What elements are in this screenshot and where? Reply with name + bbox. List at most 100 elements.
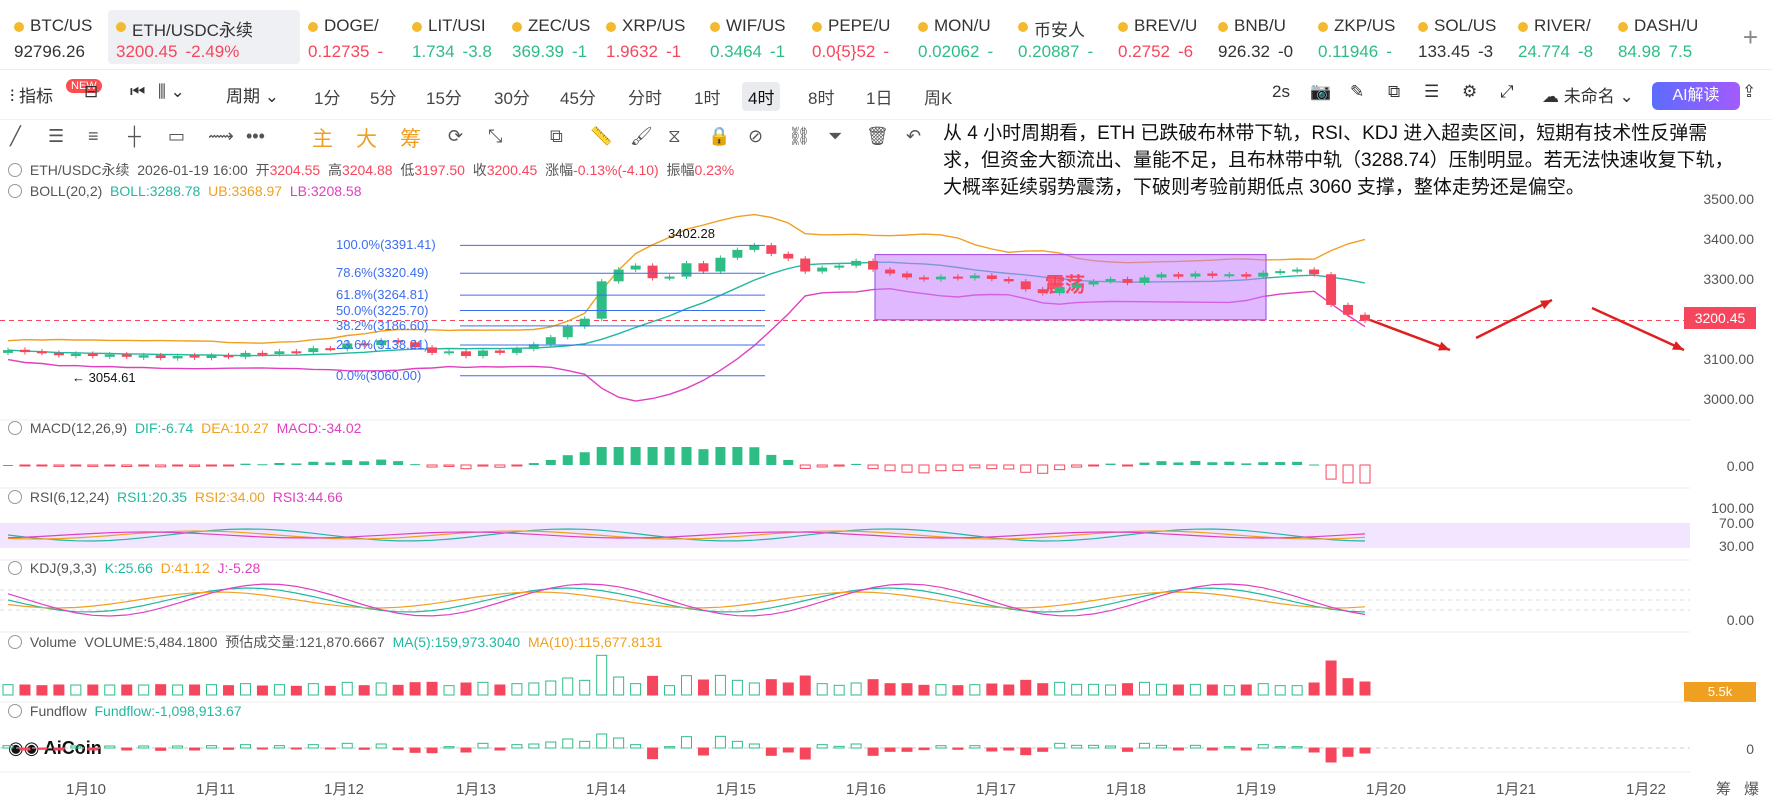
settings-icon[interactable]: ⚙ — [1462, 82, 1478, 101]
time-axis-label: 1月17 — [976, 781, 1017, 798]
candle-body — [325, 348, 336, 351]
fundflow-bar — [1003, 747, 1015, 751]
eye-icon[interactable] — [8, 421, 22, 435]
trendline-icon[interactable]: ╱ — [10, 126, 21, 146]
more-tools-icon[interactable]: ••• — [246, 126, 265, 146]
eye-icon[interactable] — [8, 704, 22, 718]
ticker-item[interactable]: DASH/U 84.98 7.5 — [1618, 10, 1712, 64]
period-1日[interactable]: 1日 — [866, 89, 893, 108]
eye-icon[interactable] — [8, 561, 22, 575]
link-icon[interactable]: ⛓ — [788, 126, 811, 146]
period-周K[interactable]: 周K — [924, 89, 953, 108]
coin-icon — [1518, 22, 1528, 32]
fundflow-bar — [714, 735, 726, 749]
period-8时[interactable]: 8时 — [808, 89, 835, 108]
volume-bar — [460, 682, 472, 696]
brush-icon[interactable]: 🖌 — [630, 126, 653, 146]
ticker-item[interactable]: WIF/US 0.3464 -1 — [710, 10, 806, 64]
rectangle-icon[interactable]: ▭ — [168, 126, 186, 146]
layout-name-dropdown[interactable]: ☁ 未命名 ⌄ — [1542, 87, 1634, 106]
copy-icon[interactable]: ⧉ — [550, 126, 563, 146]
analysis-text: 从 4 小时周期看，ETH 已跌破布林带下轨，RSI、KDJ 进入超卖区间，短期… — [943, 123, 1734, 198]
ticker-item[interactable]: ZEC/US 369.39 -1 — [512, 10, 600, 64]
hide-icon[interactable]: ⊘ — [748, 126, 764, 146]
ticker-item[interactable]: BTC/US 92796.26 — [14, 10, 106, 64]
ai-interpret-button[interactable]: AI解读 — [1652, 82, 1740, 110]
period-5分[interactable]: 5分 — [370, 89, 397, 108]
magnet-icon[interactable]: ⧖ — [668, 126, 681, 146]
volume-bar — [748, 682, 760, 696]
fullscreen-icon[interactable]: ⤢ — [1500, 82, 1514, 101]
ticker-item[interactable]: ETH/USDC永续 3200.45 -2.49% — [108, 10, 300, 64]
add-ticker-icon[interactable]: + — [1742, 22, 1758, 52]
liquidation-corner-label[interactable]: 爆 — [1744, 781, 1760, 798]
share-icon[interactable]: ⧉ — [1388, 82, 1401, 101]
trend-arrow — [1591, 306, 1685, 352]
filter-icon[interactable]: ⏷ — [828, 126, 843, 146]
ticker-item[interactable]: 币安人 0.20887- — [1018, 10, 1112, 64]
volume-bar — [104, 684, 116, 696]
macd-bar — [443, 464, 455, 467]
eye-icon[interactable] — [8, 635, 22, 649]
replay-icon[interactable]: ⏮ — [130, 82, 146, 101]
ticker-item[interactable]: XRP/US 1.9632 -1 — [606, 10, 702, 64]
period-1分[interactable]: 1分 — [314, 89, 341, 108]
ticker-change: -2.49% — [185, 42, 240, 61]
path-icon[interactable]: ⟿ — [208, 126, 234, 146]
period-15分[interactable]: 15分 — [426, 89, 462, 108]
macd-bar — [426, 464, 438, 468]
sync-icon[interactable]: ⟳ — [448, 126, 464, 146]
ticker-item[interactable]: SOL/US 133.45 -3 — [1418, 10, 1512, 64]
macd-bar — [1207, 462, 1218, 465]
hlines-icon[interactable]: ☰ — [48, 126, 65, 146]
ticker-item[interactable]: BNB/U 926.32 -0 — [1218, 10, 1312, 64]
pen-icon[interactable]: ✎ — [1350, 82, 1365, 101]
candle-type-icon[interactable]: ⫼ ⌄ — [158, 82, 185, 101]
volume-bar — [494, 684, 506, 696]
period-30分[interactable]: 30分 — [494, 89, 530, 108]
ticker-price: 24.774 -8 — [1518, 42, 1594, 61]
chips-corner-label[interactable]: 筹 — [1716, 781, 1732, 798]
period-1时[interactable]: 1时 — [694, 89, 721, 108]
measure-icon[interactable]: ⤡ — [488, 126, 503, 146]
share-out-icon[interactable]: ⇪ — [1742, 82, 1757, 101]
ticker-item[interactable]: BREV/U 0.2752 -6 — [1118, 10, 1212, 64]
ticker-item[interactable]: DOGE/0.12735- — [308, 10, 404, 64]
camera-icon[interactable]: 📷 — [1310, 82, 1332, 101]
candle-body — [613, 269, 624, 282]
macd-bar — [1359, 464, 1371, 484]
candle-body — [359, 343, 370, 346]
ticker-item[interactable]: PEPE/U 0.0{5}52- — [812, 10, 912, 64]
candle-body — [1309, 269, 1320, 275]
ticker-item[interactable]: ZKP/US 0.11946- — [1318, 10, 1412, 64]
ruler-icon[interactable]: 📏 — [590, 126, 613, 146]
macd-bar — [240, 463, 251, 465]
indicator-button[interactable]: ⫶ 指标 NEW — [10, 79, 102, 107]
big-order-toggle[interactable]: 大 — [356, 128, 377, 151]
period-dropdown[interactable]: 周期 ⌄ — [226, 87, 279, 106]
eye-icon[interactable] — [8, 184, 22, 198]
ticker-item[interactable]: MON/U 0.02062- — [918, 10, 1012, 64]
layout-icon[interactable]: ⊟ — [84, 82, 99, 101]
ticker-item[interactable]: LIT/USI 1.734 -3.8 — [412, 10, 506, 64]
eye-icon[interactable] — [8, 490, 22, 504]
delete-icon[interactable]: 🗑 — [866, 126, 889, 146]
eye-icon[interactable] — [8, 163, 22, 177]
lock-icon[interactable]: 🔒 — [708, 126, 731, 146]
period-4时[interactable]: 4时 — [742, 82, 781, 111]
period-分时[interactable]: 分时 — [628, 89, 662, 108]
refresh-interval[interactable]: 2s — [1272, 82, 1290, 101]
fundflow-bar — [1155, 744, 1167, 749]
list-icon[interactable]: ☰ — [1424, 82, 1440, 101]
macd-bar — [87, 464, 99, 467]
main-chart-toggle[interactable]: 主 — [312, 128, 333, 151]
ticker-item[interactable]: RIVER/24.774 -8 — [1518, 10, 1612, 64]
period-45分[interactable]: 45分 — [560, 89, 596, 108]
parallel-icon[interactable]: ≡ — [88, 126, 99, 146]
coin-icon — [412, 22, 422, 32]
fundflow-bar — [1138, 742, 1150, 749]
chips-toggle[interactable]: 筹 — [400, 128, 421, 151]
undo-icon[interactable]: ↶ — [906, 126, 922, 146]
hline-icon[interactable]: ┼ — [128, 126, 141, 146]
